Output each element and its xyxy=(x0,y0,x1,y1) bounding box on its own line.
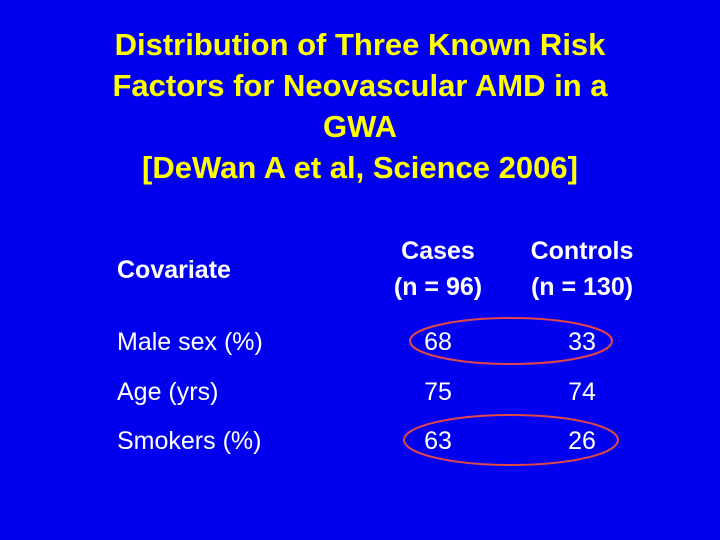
cases-value: 63 xyxy=(424,427,452,455)
highlight-ellipse-smokers xyxy=(403,414,619,466)
header-controls-n: (n = 130) xyxy=(530,273,634,301)
header-cases-n: (n = 96) xyxy=(393,273,483,301)
controls-value: 74 xyxy=(568,378,596,406)
controls-value: 26 xyxy=(568,427,596,455)
slide-title: Distribution of Three Known Risk Factors… xyxy=(0,24,720,188)
cases-value: 75 xyxy=(424,378,452,406)
header-cases: Cases xyxy=(401,237,475,265)
highlight-ellipse-male-sex xyxy=(409,317,613,365)
title-line: [DeWan A et al, Science 2006] xyxy=(142,150,578,185)
cases-value: 68 xyxy=(424,328,452,356)
controls-value: 33 xyxy=(568,328,596,356)
title-line: GWA xyxy=(322,109,398,144)
title-line: Distribution of Three Known Risk xyxy=(114,27,606,62)
row-label: Age (yrs) xyxy=(117,378,219,406)
row-label: Smokers (%) xyxy=(117,427,262,455)
header-controls: Controls xyxy=(530,237,634,265)
header-covariate: Covariate xyxy=(117,256,231,284)
title-line: Factors for Neovascular AMD in a xyxy=(112,68,608,103)
row-label: Male sex (%) xyxy=(117,328,263,356)
